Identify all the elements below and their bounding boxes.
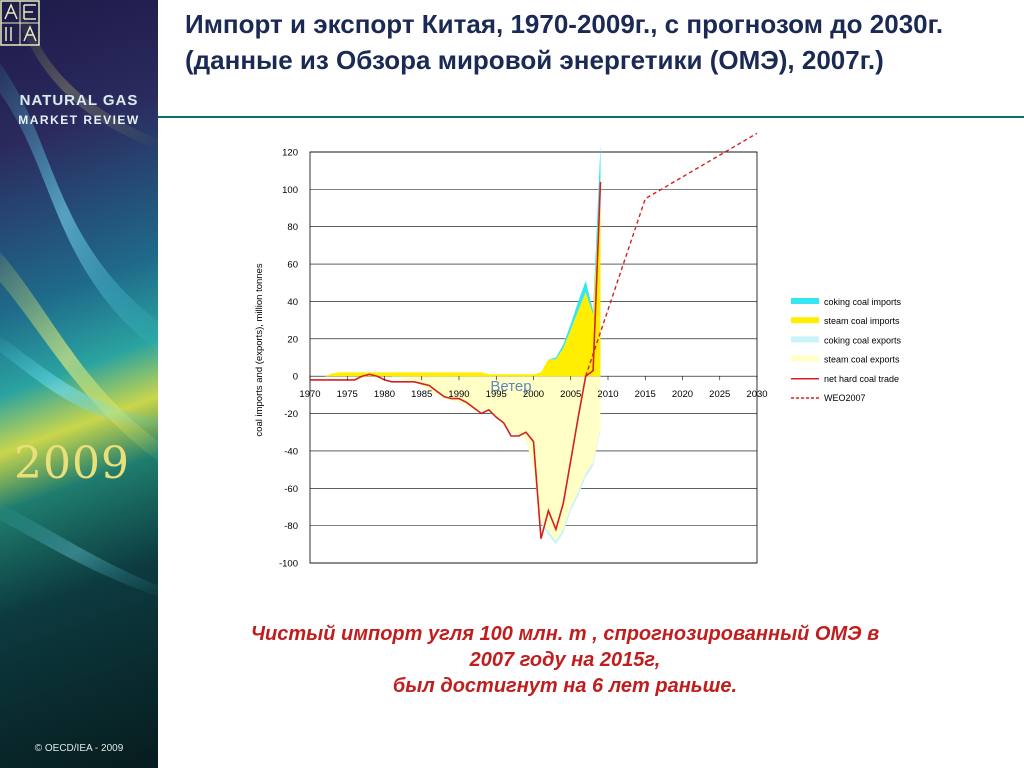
- legend-swatch: [791, 355, 819, 362]
- caption-line-2: 2007 году на 2015г,: [469, 649, 661, 671]
- legend-label: coking coal imports: [824, 297, 902, 307]
- steam-exports-area: [310, 376, 601, 541]
- legend-swatch: [791, 336, 819, 343]
- x-tick-label: 1985: [411, 389, 432, 400]
- y-tick-label: 100: [282, 185, 298, 196]
- y-tick-label: -20: [284, 409, 298, 420]
- net-trade-line: [310, 181, 602, 539]
- brand-title: NATURAL GAS: [19, 92, 139, 109]
- chart-lines: [310, 132, 758, 539]
- plot-area: [309, 151, 758, 564]
- sidebar-streaks: [0, 0, 158, 597]
- y-tick-label: -40: [284, 446, 298, 457]
- y-tick-label: -60: [284, 484, 298, 495]
- y-tick-label: 120: [282, 148, 298, 159]
- caption-line-3: был достигнут на 6 лет раньше.: [392, 675, 738, 697]
- x-tick-label: 1995: [486, 389, 507, 400]
- chart-grid: [309, 151, 758, 564]
- x-tick-label: 2030: [746, 389, 767, 400]
- x-tick-label: 2010: [597, 389, 618, 400]
- y-tick-label: 40: [287, 297, 298, 308]
- y-tick-label: 60: [287, 260, 298, 271]
- x-tick-label: 2000: [523, 389, 544, 400]
- watermark-text: Ветер: [490, 378, 531, 395]
- steam-imports-area: [310, 178, 601, 377]
- x-tick-label: 2005: [560, 389, 581, 400]
- copyright-text: © OECD/IEA - 2009: [34, 743, 124, 754]
- sidebar-banner: NATURAL GAS MARKET REVIEW 2009 © OECD/IE…: [0, 0, 158, 768]
- y-axis-label: coal imports and (exports), million tonn…: [254, 263, 265, 436]
- y-tick-label: -100: [279, 559, 298, 570]
- legend-label: steam coal imports: [824, 316, 900, 326]
- chart-areas: [310, 144, 601, 545]
- legend-swatch: [791, 298, 819, 304]
- y-tick-label: -80: [284, 521, 298, 532]
- iea-logo-icon: [0, 0, 40, 46]
- y-tick-label: 20: [287, 334, 298, 345]
- x-tick-label: 2015: [635, 389, 656, 400]
- year-label: 2009: [14, 438, 130, 489]
- slide-caption: Чистый импорт угля 100 млн. т , спрогноз…: [160, 621, 970, 699]
- coal-trade-chart: -100 -80 -60 -40 -20 0 20 40 60 80 100 120 1970 1975 1…: [254, 132, 902, 570]
- legend-swatch: [791, 317, 819, 324]
- x-tick-label: 1970: [299, 389, 320, 400]
- caption-line-1: Чистый импорт угля 100 млн. т , спрогноз…: [250, 623, 880, 645]
- y-tick-label: 80: [287, 222, 298, 233]
- x-tick-label: 1975: [337, 389, 358, 400]
- legend-label: net hard coal trade: [824, 374, 899, 384]
- x-tick-label: 1980: [374, 389, 395, 400]
- chart-legend: coking coal imports steam coal imports cok…: [791, 297, 902, 403]
- legend-label: WEO2007: [824, 393, 866, 403]
- legend-label: coking coal exports: [824, 335, 902, 345]
- chart-axes: -100 -80 -60 -40 -20 0 20 40 60 80 100 120 1970 1975 1…: [279, 148, 768, 570]
- slide-title: Импорт и экспорт Китая, 1970-2009г., с п…: [185, 9, 944, 75]
- x-tick-label: 1990: [448, 389, 469, 400]
- legend-label: steam coal exports: [824, 355, 900, 365]
- y-tick-label: 0: [293, 372, 298, 383]
- title-divider: [158, 116, 1024, 118]
- x-tick-label: 2020: [672, 389, 693, 400]
- brand-subtitle: MARKET REVIEW: [18, 113, 140, 127]
- weo2007-line: [585, 132, 758, 377]
- x-tick-label: 2025: [709, 389, 730, 400]
